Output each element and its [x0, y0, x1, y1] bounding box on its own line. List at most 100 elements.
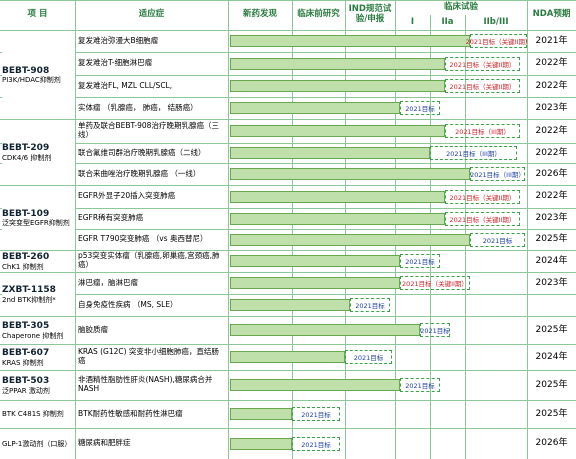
- goal-label: 2021目标（关键II期）: [445, 56, 520, 71]
- indication: p53突变实体瘤（乳腺癌,卵巢癌,宫颈癌,肺癌）: [78, 251, 220, 269]
- header-cell: IND规范试验/申报: [348, 4, 392, 24]
- progress-bar: [230, 255, 400, 267]
- goal-label: 2021目标: [420, 323, 450, 337]
- goal-label: 2021目标: [400, 101, 440, 115]
- indication: EGFR外显子20插入突变肺癌: [78, 191, 176, 201]
- header-cell: 临床试验: [443, 1, 478, 12]
- nda-year: 2022年: [535, 125, 568, 136]
- goal-label: 2021目标（关键II期）: [445, 189, 520, 204]
- grid-line: [0, 208, 576, 209]
- indication: EGFR T790突变肺癌 （vs 奥西替尼）: [78, 234, 208, 244]
- goal-label: 2021目标（关键II期）: [400, 276, 470, 290]
- grid-line: [0, 75, 576, 76]
- grid-line: [0, 52, 576, 53]
- nda-year: 2024年: [535, 351, 568, 362]
- progress-bar: [230, 80, 445, 92]
- indication: 复发难治T-细胞淋巴瘤: [78, 58, 153, 68]
- header-cell: 临床前研究: [297, 9, 340, 20]
- grid-line: [0, 30, 576, 31]
- indication: 复发难治弥漫大B细胞瘤: [78, 35, 159, 45]
- header-cell: IIb/III: [483, 16, 509, 27]
- grid-line: [0, 250, 576, 251]
- project-name: BEBT-607: [2, 348, 50, 359]
- indication: 自身免疫性疾病 （MS, SLE）: [78, 299, 178, 309]
- nda-year: 2026年: [535, 438, 568, 449]
- project-target: KRAS 抑制剂: [2, 358, 44, 367]
- indication: 糖尿病和肥胖症: [78, 438, 131, 448]
- indication: 单药及联合BEBT-908治疗晚期乳腺癌（三线）: [78, 121, 219, 139]
- grid-line: [345, 0, 346, 459]
- progress-bar: [230, 233, 470, 246]
- project-cell: BTK C481S 抑制剂: [2, 401, 75, 428]
- grid-line: [0, 344, 576, 345]
- project-cell: BEBT-607 KRAS 抑制剂: [2, 345, 75, 370]
- indication: KRAS (G12C) 突变非小细胞肺癌，直结肠癌: [78, 347, 219, 365]
- grid-line: [395, 0, 396, 459]
- project-cell: BEBT-503 泛PPAR 激动剂: [2, 371, 75, 400]
- goal-label: 2021目标（关键II期）: [466, 34, 531, 48]
- indication: 非酒精性脂肪性肝炎(NASH),糖尿病合并NASH: [78, 375, 213, 393]
- goal-label: 2021目标: [292, 407, 340, 421]
- project-name: BEBT-305: [2, 321, 50, 332]
- project-target: ChK1 抑制剂: [2, 262, 44, 271]
- indication: 淋巴瘤，脑淋巴瘤: [78, 277, 138, 287]
- nda-year: 2022年: [535, 147, 568, 158]
- nda-year: [527, 294, 576, 316]
- project-cell: BEBT-305 Chaperone 抑制剂: [2, 317, 75, 344]
- goal-label: 2021目标: [292, 436, 340, 451]
- grid-line: [292, 0, 293, 459]
- project-cell: GLP-1激动剂（口服）: [2, 429, 75, 459]
- grid-line: [0, 272, 576, 273]
- project-target: Chaperone 抑制剂: [2, 331, 64, 340]
- indication: 联合来曲唑治疗晚期乳腺癌 （一线）: [78, 168, 201, 178]
- progress-bar: [230, 324, 420, 336]
- progress-bar: [230, 102, 400, 114]
- project-cell: BEBT-109 泛突变型EGFR抑制剂: [2, 186, 75, 250]
- progress-bar: [230, 125, 445, 137]
- project-name: BEBT-908: [2, 65, 50, 76]
- goal-label: 2021目标（III期）: [470, 167, 525, 181]
- header-cell: 新药发现: [242, 9, 277, 20]
- progress-bar: [230, 408, 292, 420]
- progress-bar: [230, 212, 445, 225]
- grid-line: [75, 0, 76, 459]
- goal-label: 2021目标（关键II期）: [445, 79, 520, 93]
- progress-bar: [230, 299, 350, 311]
- progress-bar: [230, 190, 445, 203]
- nda-year: 2025年: [535, 408, 568, 419]
- progress-bar: [230, 35, 470, 47]
- project-target: GLP-1激动剂（口服）: [2, 439, 72, 448]
- grid-line: [0, 370, 576, 371]
- goal-label: 2021目标（III期）: [445, 124, 520, 138]
- nda-year: 2023年: [535, 213, 568, 224]
- header-cell: IIa: [441, 16, 454, 27]
- project-cell: BEBT-260 ChK1 抑制剂: [2, 251, 75, 272]
- nda-year: 2022年: [535, 191, 568, 202]
- grid-line: [0, 294, 576, 295]
- nda-year: 2024年: [535, 255, 568, 266]
- goal-label: 2021目标（关键II期）: [445, 211, 520, 226]
- grid-line: [0, 97, 576, 98]
- grid-line: [228, 0, 229, 459]
- project-target: PI3K/HDAC抑制剂: [2, 76, 61, 85]
- header-cell: 项 目: [27, 9, 48, 20]
- nda-year: 2026年: [535, 168, 568, 179]
- goal-label: 2021目标: [345, 350, 392, 364]
- grid-line: [0, 163, 576, 164]
- goal-label: 2021目标: [400, 254, 440, 268]
- header-cell: 适应症: [138, 9, 165, 20]
- nda-year: 2022年: [535, 58, 568, 69]
- progress-bar: [230, 379, 400, 391]
- project-cell: BEBT-209 CDK4/6 抑制剂: [2, 120, 75, 185]
- project-target: 泛PPAR 激动剂: [2, 386, 50, 395]
- grid-line: [0, 428, 576, 429]
- indication: 联合氟维司群治疗晚期乳腺癌（二线）: [78, 147, 206, 157]
- header-cell: I: [410, 16, 415, 27]
- project-target: 泛突变型EGFR抑制剂: [2, 219, 70, 228]
- grid-line: [0, 0, 576, 1]
- progress-bar: [230, 168, 470, 180]
- nda-year: 2022年: [535, 80, 568, 91]
- indication: 复发难治FL, MZL CLL/SCL,: [78, 80, 173, 90]
- progress-bar: [230, 437, 292, 450]
